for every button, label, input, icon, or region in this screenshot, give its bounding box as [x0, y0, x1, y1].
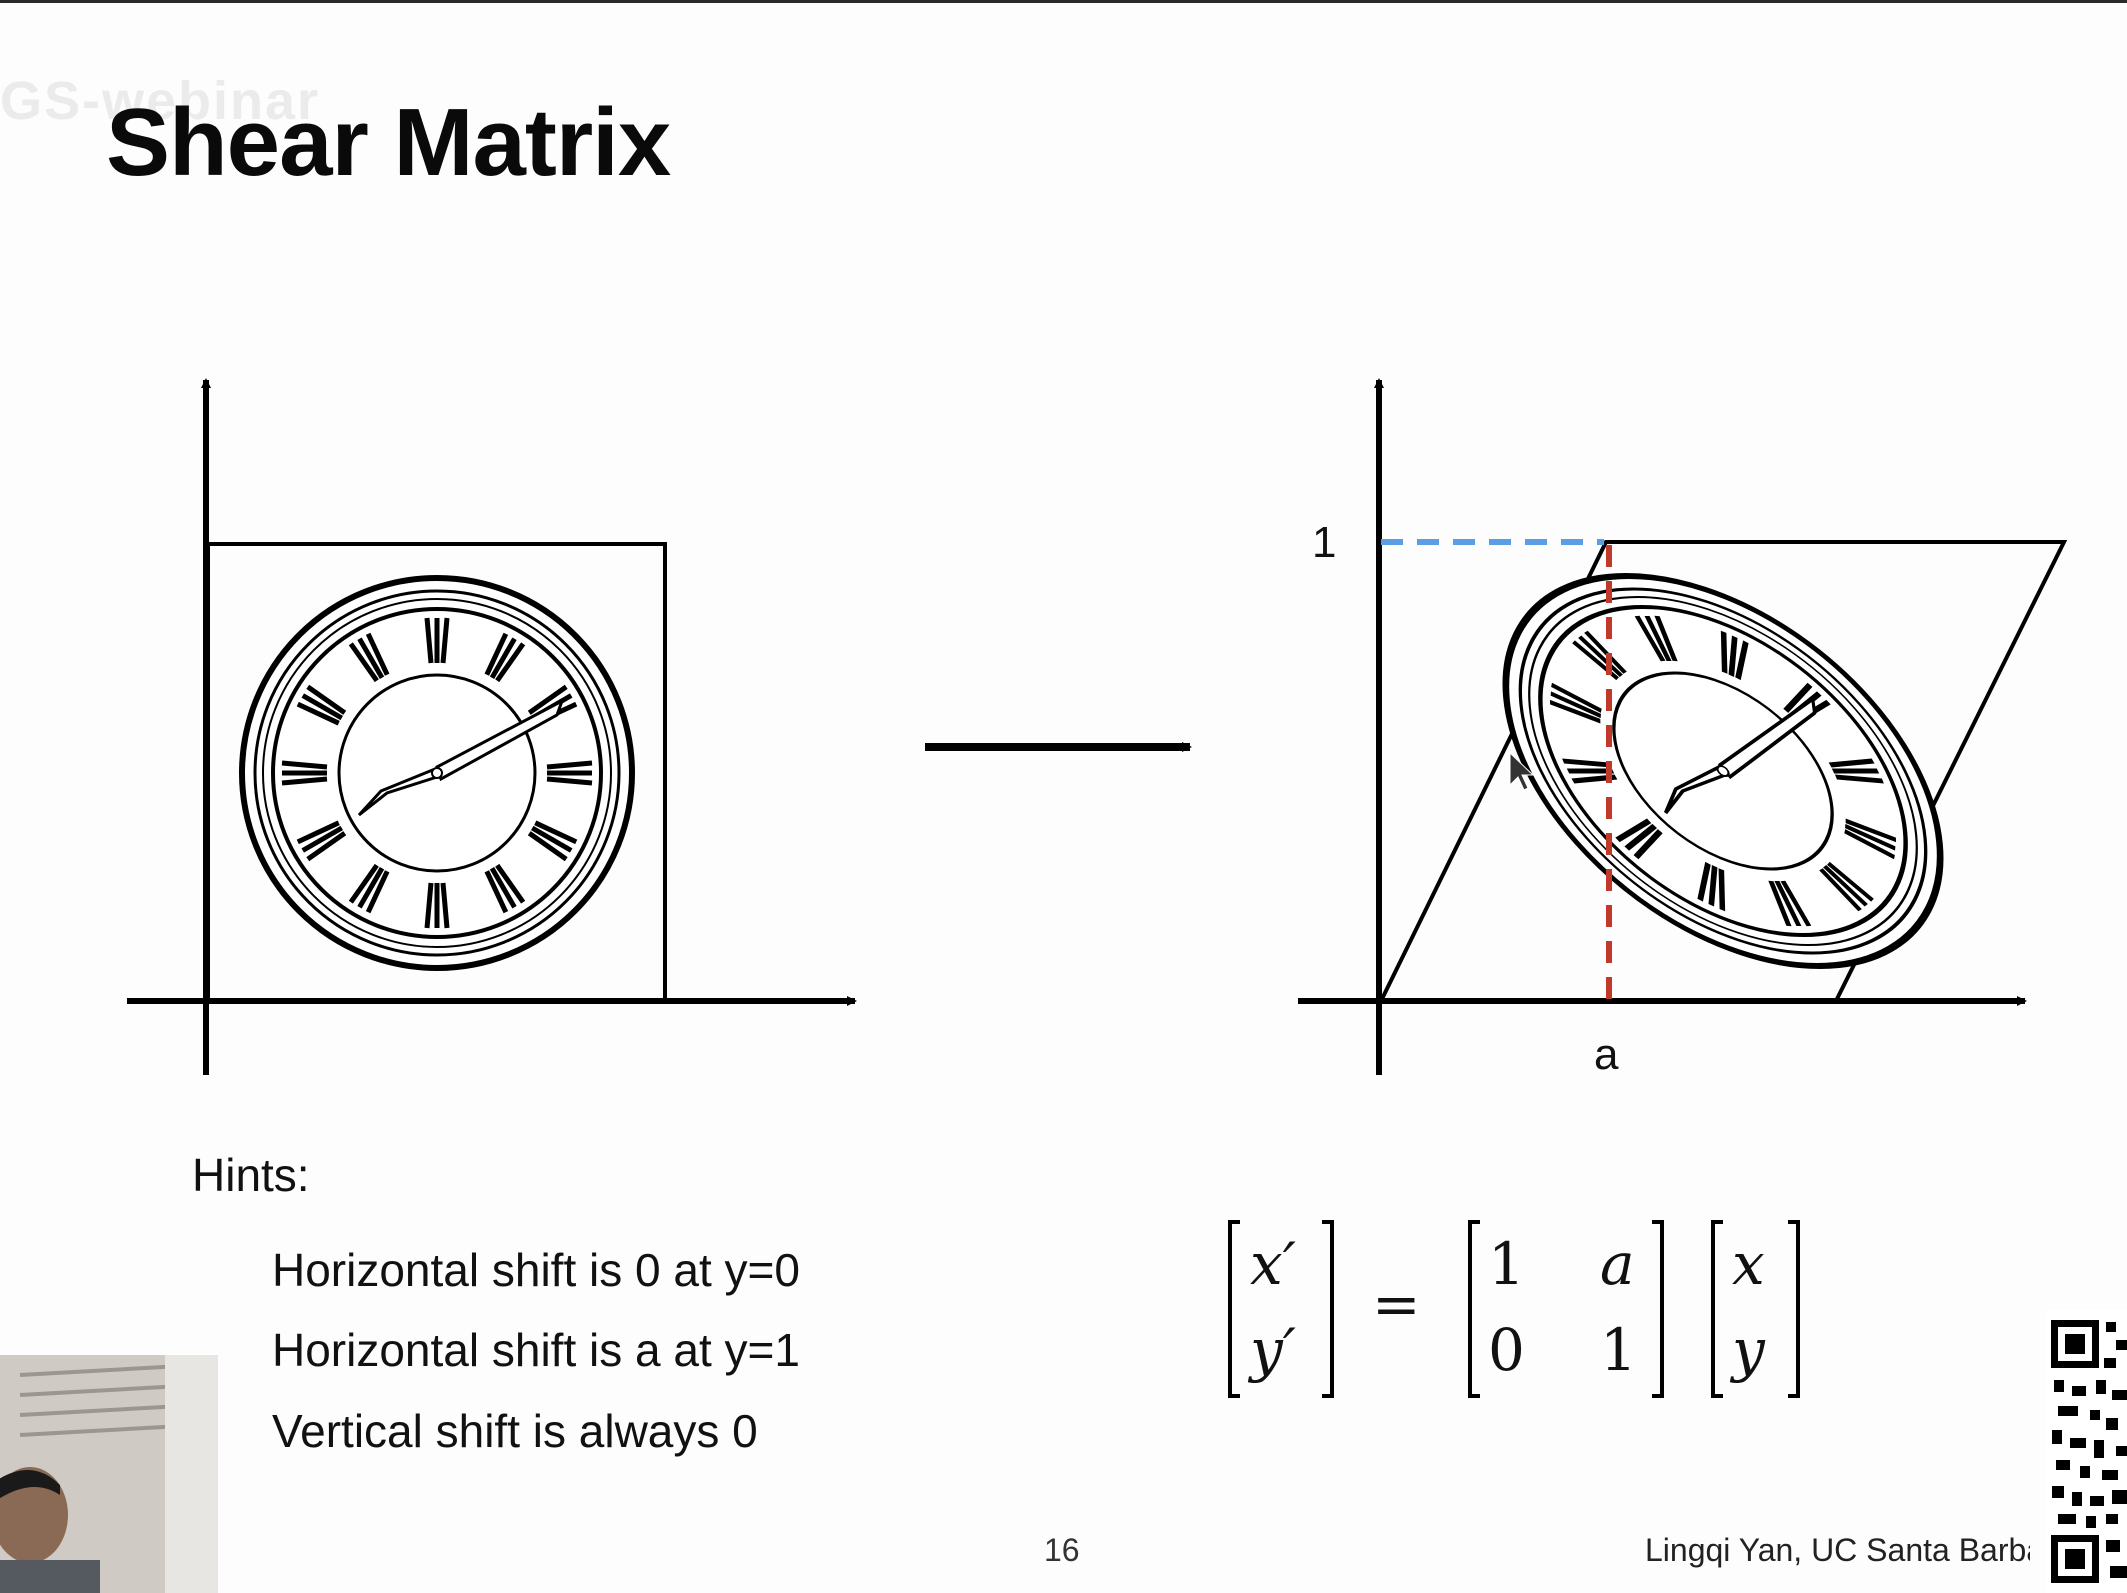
matrix-m22: 1: [1600, 1316, 1637, 1384]
qr-code: [2046, 1310, 2127, 1593]
hint-item: Horizontal shift is a at y=1: [272, 1324, 800, 1376]
matrix-m12: a: [1600, 1230, 1635, 1298]
watermark: GS-webinar: [0, 71, 321, 131]
matrix-equals: =: [1372, 1270, 1421, 1338]
matrix-rhs-x: x: [1732, 1230, 1765, 1298]
matrix-lhs-y: y′: [1250, 1316, 1296, 1384]
unit-square: [206, 542, 667, 1003]
matrix-brackets: [1228, 1220, 1800, 1398]
axis-label-a: a: [1594, 1030, 1619, 1079]
slide-title: Shear Matrix: [106, 89, 671, 196]
hint-item: Horizontal shift is 0 at y=0: [272, 1244, 800, 1296]
shear-matrix-equation: x′ y′ = 1 a 0 1 x y: [1220, 1212, 1820, 1412]
matrix-m11: 1: [1488, 1230, 1525, 1298]
presenter-webcam: [0, 1355, 218, 1593]
page-number: 16: [1044, 1532, 1080, 1568]
matrix-lhs-x: x′: [1250, 1230, 1296, 1298]
hint-item: Vertical shift is always 0: [272, 1405, 758, 1457]
matrix-m21: 0: [1488, 1316, 1525, 1384]
hints-heading: Hints:: [192, 1149, 310, 1201]
footer-credit: Lingqi Yan, UC Santa Barbara: [1645, 1532, 2030, 1568]
matrix-rhs-y: y: [1732, 1316, 1765, 1384]
clock-image: [242, 578, 632, 968]
top-border: [0, 0, 2127, 3]
cursor-icon: [1509, 751, 1535, 791]
axis-label-one: 1: [1312, 518, 1337, 567]
